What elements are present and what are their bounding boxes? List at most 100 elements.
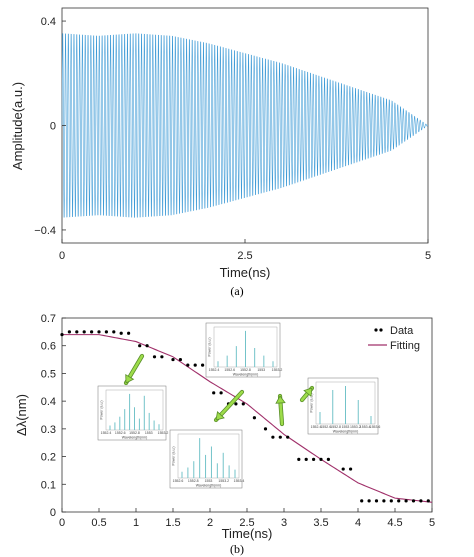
inset-x-label: Wavelength(nm) <box>233 373 259 377</box>
data-point <box>263 427 268 431</box>
data-point <box>234 402 238 406</box>
arrow-head <box>275 395 286 404</box>
inset-x-tick-label: 1552.8 <box>188 479 199 483</box>
inset-x-tick-label: 1553 <box>342 425 350 429</box>
y-tick-label: 0 <box>50 121 56 133</box>
inset-plot-area <box>177 433 240 479</box>
inset-x-tick-label: 1552.8 <box>330 425 341 429</box>
inset-x-tick-label: 1553.2 <box>350 425 361 429</box>
inset-x-tick-label: 1552.4 <box>101 431 112 435</box>
data-point <box>319 457 323 461</box>
legend: Data Fitting <box>368 325 420 352</box>
legend-data-label: Data <box>390 325 414 337</box>
inset-x-tick-label: 1553.2 <box>158 431 169 435</box>
caption-b: (b) <box>230 542 244 556</box>
inset-x-tick-label: 1553.2 <box>272 368 283 372</box>
data-point <box>178 357 182 362</box>
data-point <box>67 330 71 334</box>
data-point <box>426 499 430 503</box>
panel-a: 0 2.5 5 −0.400.4 Time(ns) Amplitude(a.u.) … <box>10 7 431 298</box>
data-point <box>104 330 108 334</box>
data-point <box>304 457 308 461</box>
data-point <box>145 344 149 348</box>
inset-x-tick-label: 1552.8 <box>240 368 251 372</box>
y-tick-label: 0.3 <box>41 424 56 436</box>
data-point <box>152 355 157 359</box>
data-point <box>419 499 423 503</box>
inset-y-label: Power (a.u.) <box>100 400 104 419</box>
inset-x-tick-label: 1552.6 <box>320 425 331 429</box>
x-tick-label: 3.5 <box>313 517 328 529</box>
y-tick-label: 0.1 <box>41 479 56 491</box>
data-point <box>286 435 290 439</box>
x-tick-label: 1.5 <box>165 517 180 529</box>
y-axis-label-b: Δλ(nm) <box>14 394 29 436</box>
data-point <box>411 499 416 503</box>
y-tick-label: 0 <box>50 507 56 519</box>
arrow-head <box>303 387 313 398</box>
data-point <box>341 467 345 471</box>
data-point <box>97 330 101 334</box>
arrow-head <box>125 373 135 384</box>
x-tick-label: 2 <box>207 517 213 529</box>
y-tick-label: −0.4 <box>34 225 56 237</box>
data-point <box>119 331 123 335</box>
data-point <box>160 355 164 359</box>
data-point <box>312 457 316 461</box>
x-tick-label: 5 <box>425 250 431 262</box>
x-tick-label: 2.5 <box>239 517 254 529</box>
inset-x-tick-label: 1553.2 <box>218 479 229 483</box>
y-axis-ticks-a: −0.4 0 0.4 <box>34 16 66 237</box>
data-point <box>90 330 94 334</box>
data-point <box>252 416 256 420</box>
x-tick-label: 2.5 <box>237 250 252 262</box>
spectrum-inset: 1552.4 1552.6 1552.8 1553 1553.2 Wavelength(n… <box>205 322 283 378</box>
x-tick-label: 1 <box>133 517 139 529</box>
spectrum-insets: 1552.4 1552.6 1552.8 1553 1553.2Wavelength(n… <box>97 322 381 489</box>
inset-x-tick-label: 1552.4 <box>209 368 220 372</box>
x-tick-label: 0 <box>59 250 65 262</box>
caption-a: (a) <box>230 284 243 298</box>
y-tick-label: 0.6 <box>41 341 56 353</box>
inset-x-label: Wavelength(nm) <box>122 436 148 440</box>
data-point <box>112 330 116 334</box>
data-point <box>278 435 282 439</box>
data-point <box>186 363 190 367</box>
inset-x-label: Wavelength(nm) <box>333 430 359 434</box>
x-axis-ticks-b: 0 0.5 1 1.5 2 2.5 3 3.5 4 4.5 5 <box>59 508 435 529</box>
x-tick-label: 4 <box>355 517 361 529</box>
inset-x-tick-label: 1553.6 <box>370 425 381 429</box>
x-axis-label-b: Time(ns) <box>222 526 273 541</box>
legend-data-marker <box>379 328 383 332</box>
x-tick-label: 0.5 <box>91 517 106 529</box>
panel-b: 0 0.5 1 1.5 2 2.5 3 3.5 4 4.5 5 0 0.1 0.2 0.3 0.4 0.5 0.… <box>14 313 435 556</box>
inset-arrows <box>123 353 315 427</box>
data-point <box>201 363 205 367</box>
fitting-series <box>62 334 433 503</box>
legend-data-marker <box>374 328 378 332</box>
data-point <box>382 499 386 503</box>
data-point <box>219 391 223 395</box>
x-axis-ticks-a: 0 2.5 5 <box>59 239 431 262</box>
data-point <box>374 499 379 503</box>
x-tick-label: 0 <box>59 517 65 529</box>
inset-y-label: Power (a.u.) <box>172 446 176 465</box>
inset-x-tick-label: 1552.6 <box>115 431 126 435</box>
data-point <box>404 499 408 503</box>
y-tick-label: 0.4 <box>41 16 56 28</box>
inset-x-label: Wavelength(nm) <box>196 484 222 488</box>
data-point <box>241 402 245 406</box>
x-tick-label: 5 <box>429 517 435 529</box>
data-point <box>397 499 401 503</box>
data-point <box>297 457 301 461</box>
y-tick-label: 0.7 <box>41 313 56 325</box>
inset-x-tick-label: 1552.8 <box>129 431 140 435</box>
x-axis-label-a: Time(ns) <box>220 265 271 280</box>
data-point <box>138 344 142 348</box>
arrow-head <box>215 411 225 421</box>
amplitude-line <box>61 33 429 218</box>
data-series <box>60 330 430 503</box>
inset-x-tick-label: 1553.4 <box>360 425 371 429</box>
inset-x-tick-label: 1552.4 <box>311 425 322 429</box>
